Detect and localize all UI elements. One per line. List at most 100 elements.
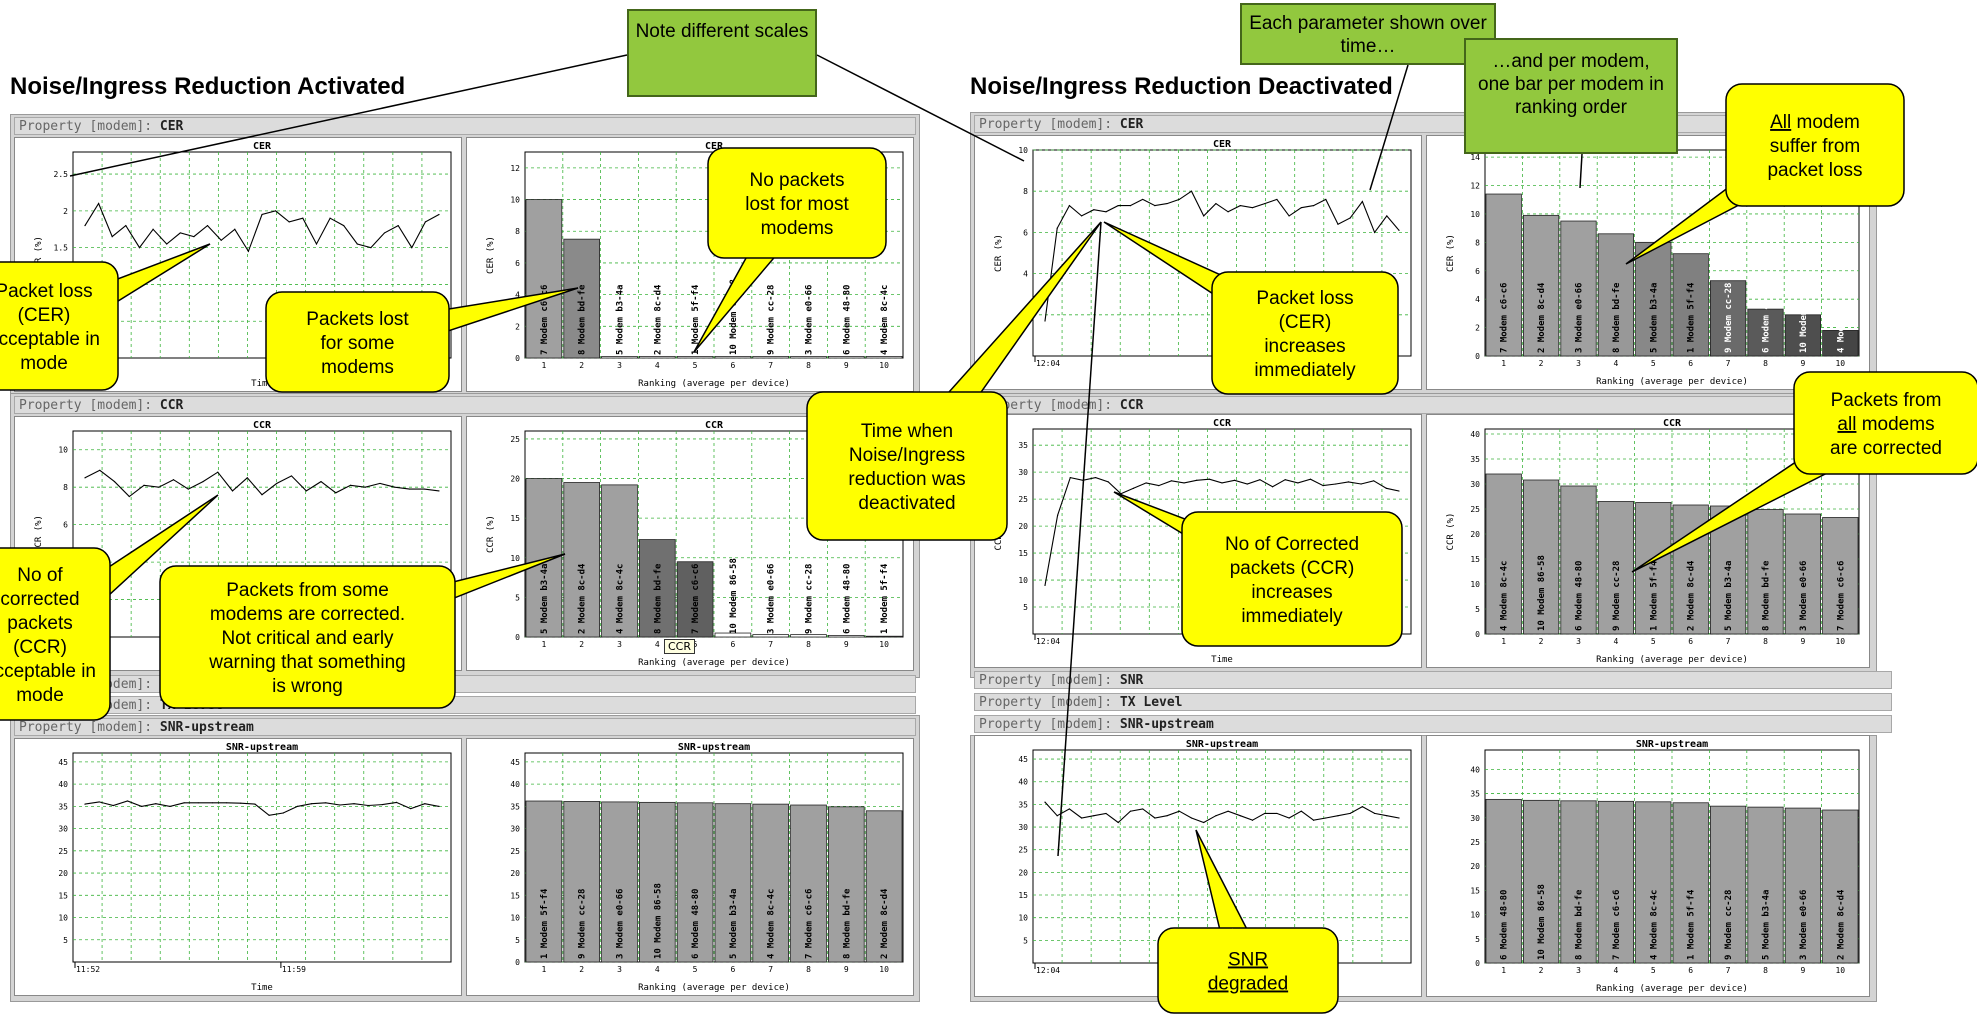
data-point	[1361, 806, 1363, 808]
y-tick-label: 35	[510, 802, 520, 811]
x-tick-label: 6	[1688, 637, 1693, 646]
bar-label: 7 Modem c6-c6	[1612, 890, 1622, 960]
ccr-increases-text: packets (CCR)	[1230, 558, 1355, 579]
bar	[714, 356, 752, 359]
bar-label: 3 Modem e0-66	[1799, 561, 1809, 631]
y-tick-label: 0	[1475, 352, 1480, 361]
ccr-acceptable-text: acceptable in	[0, 661, 96, 682]
data-point	[1044, 320, 1046, 322]
x-tick-label: 6	[730, 640, 735, 649]
x-tick-label: 12:04	[1036, 359, 1060, 368]
x-tick-label: 1	[541, 965, 546, 974]
y-tick-label: 30	[510, 825, 520, 834]
data-point	[172, 479, 175, 481]
packet-loss-increases-text: increases	[1264, 336, 1345, 357]
scale-pointer-right	[816, 54, 1025, 162]
y-axis-label: CCR (%)	[34, 515, 44, 553]
bar	[601, 801, 638, 963]
ccr-acceptable-text: (CCR)	[13, 637, 67, 658]
chart-title: SNR-upstream	[1186, 739, 1258, 750]
y-tick-label: 30	[1470, 480, 1480, 489]
all-modem-loss-seam	[1758, 131, 1824, 181]
data-point	[1335, 483, 1337, 485]
bar	[752, 634, 789, 638]
y-tick-label: 14	[1470, 153, 1480, 162]
right-snr-rank-chart: SNR-upstream 0 5 10 15 20 25 30 35 40 Ranking (ave…	[1426, 735, 1870, 997]
data-point	[158, 486, 160, 488]
chart-title: CCR	[705, 420, 724, 431]
y-tick-label: 2	[63, 207, 68, 216]
packet-loss-increases-text: immediately	[1254, 360, 1356, 381]
ccr-acceptable-text: No of	[17, 565, 63, 586]
bar-label: 9 Modem cc-28	[1612, 561, 1622, 631]
y-tick-label: 5	[1023, 603, 1028, 612]
data-point	[438, 805, 440, 807]
bar	[1635, 801, 1672, 964]
packet-loss-increases-text: (CER)	[1279, 312, 1332, 333]
right-prop-tx[interactable]: Property [modem]: TX Level	[974, 693, 1892, 711]
bar-label: 7 Modem c6-c6	[805, 889, 815, 959]
right-prop-ccr[interactable]: Property [modem]: CCR	[974, 396, 1872, 414]
x-tick-label: 4	[655, 965, 660, 974]
data-point	[379, 482, 381, 485]
left-prop-cer[interactable]: Property [modem]: CER	[14, 117, 916, 135]
y-tick-label: 20	[58, 869, 68, 878]
no-packets-lost-text: modems	[761, 218, 834, 239]
x-tick-label: 2	[579, 361, 584, 370]
bar-label: 5 Modem b3-4a	[1762, 890, 1772, 960]
data-point	[1145, 482, 1147, 484]
y-tick-label: 45	[1018, 755, 1028, 764]
data-point	[211, 802, 214, 804]
x-tick-label: 5	[693, 361, 698, 370]
chart-title: CER	[1213, 139, 1232, 150]
left-ccr-time-svg: CCR246810CCR (%)11:52	[34, 420, 452, 649]
x-tick-label: 5	[693, 965, 698, 974]
bar-label: 2 Modem 8c-d4	[653, 284, 663, 355]
bar	[1747, 308, 1784, 357]
time-deactivated-text: Time when	[861, 421, 953, 442]
data-point	[84, 224, 86, 227]
bar	[601, 484, 638, 638]
data-point	[1373, 231, 1376, 233]
x-tick-label: 10	[1835, 637, 1845, 646]
data-point	[383, 232, 386, 234]
x-tick-label: 9	[1800, 637, 1805, 646]
data-point	[1068, 205, 1071, 207]
right-prop-snr[interactable]: Property [modem]: SNR	[974, 671, 1892, 689]
x-tick-label: 7	[1726, 359, 1731, 368]
data-point	[315, 243, 318, 245]
y-tick-label: 0	[515, 354, 520, 363]
data-point	[1246, 483, 1248, 485]
packet-loss-acceptable-text: acceptable in	[0, 329, 100, 350]
data-point	[1264, 202, 1266, 205]
chart-title: CER	[705, 141, 724, 152]
data-point	[98, 801, 100, 803]
data-point	[1178, 810, 1180, 812]
bar	[1635, 502, 1672, 635]
y-tick-label: 35	[1470, 455, 1480, 464]
bar	[676, 356, 714, 359]
packet-loss-acceptable-seam	[36, 301, 94, 341]
data-point	[220, 239, 222, 241]
bar	[865, 810, 903, 963]
right-prop-snr-up[interactable]: Property [modem]: SNR-upstream	[974, 715, 1892, 733]
x-tick-label: 7	[768, 965, 773, 974]
data-point	[424, 221, 426, 223]
data-point	[325, 802, 327, 804]
y-tick-label: 5	[1475, 935, 1480, 944]
bar-label: 3 Modem e0-66	[1575, 283, 1585, 353]
bar-label: 8 Modem bd-fe	[1612, 282, 1622, 353]
y-tick-label: 40	[1470, 430, 1480, 439]
data-point	[1309, 478, 1312, 480]
series-line	[1044, 190, 1400, 322]
data-point	[166, 243, 168, 245]
bar-label: 1 Modem 5f-f4	[540, 888, 550, 959]
x-tick-label: 8	[1763, 637, 1768, 646]
bar	[1523, 214, 1560, 357]
left-prop-snr-up[interactable]: Property [modem]: SNR-upstream	[14, 718, 916, 736]
y-tick-label: 2.5	[54, 170, 69, 179]
bar-label: 8 Modem bd-fe	[1575, 889, 1585, 960]
left-prop-ccr[interactable]: Property [modem]: CCR	[14, 396, 916, 414]
time-pointer	[1369, 64, 1409, 191]
packets-lost-some-text: modems	[321, 357, 394, 378]
